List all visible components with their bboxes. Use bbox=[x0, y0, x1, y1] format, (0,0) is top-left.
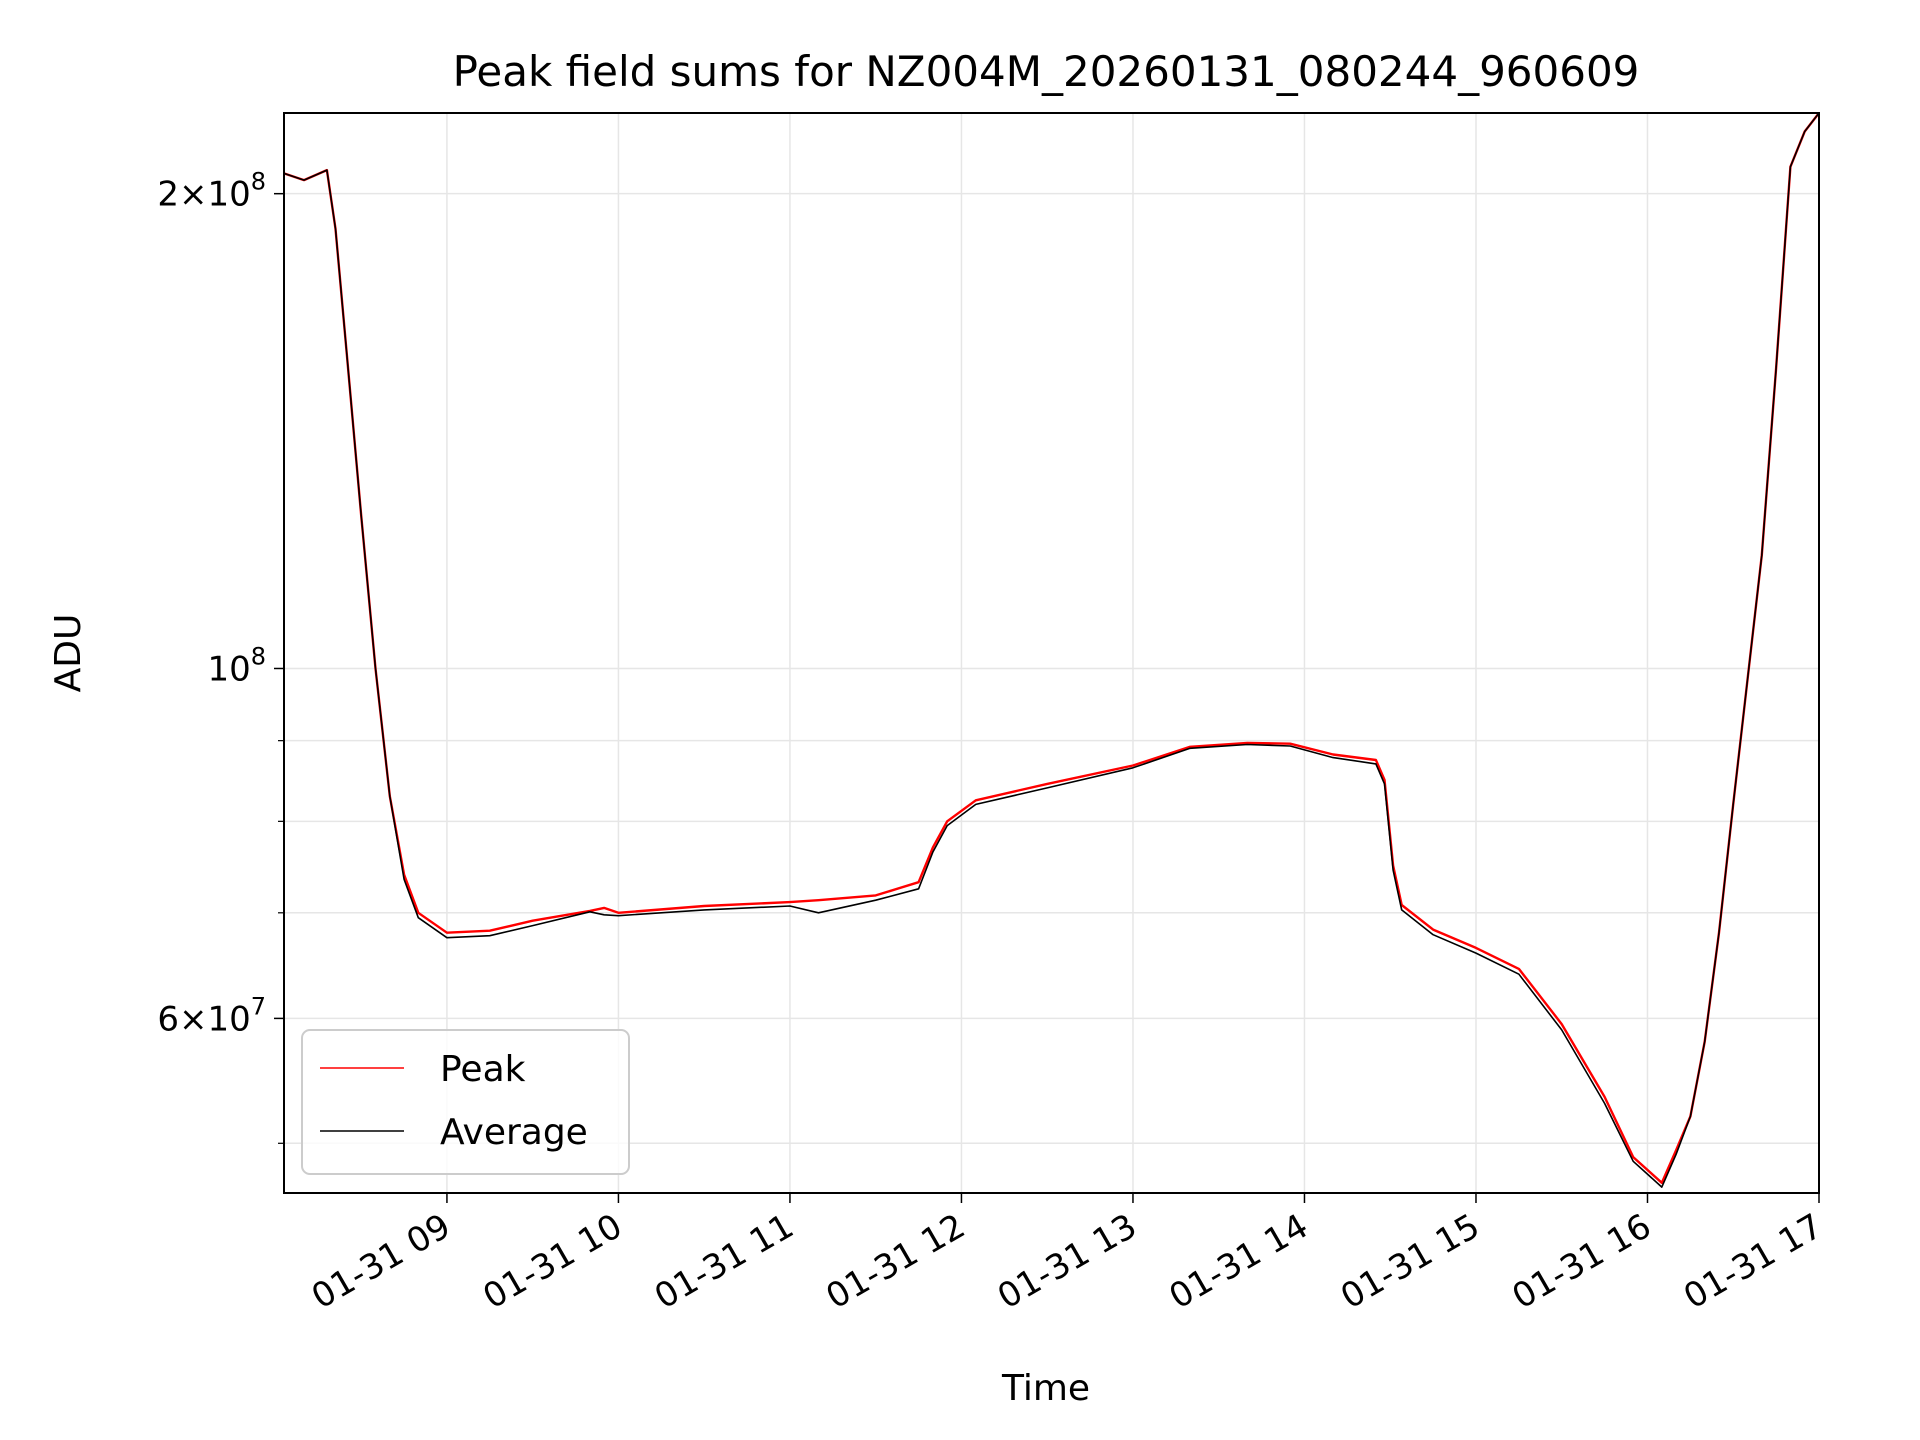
series-line-average bbox=[283, 112, 1820, 1188]
chart-title: Peak field sums for NZ004M_20260131_0802… bbox=[453, 47, 1640, 96]
legend-box bbox=[301, 1029, 630, 1175]
y-tick-label: 108 bbox=[207, 642, 266, 689]
y-axis-label: ADU bbox=[48, 614, 89, 693]
series-lines bbox=[283, 112, 1820, 1188]
legend: Peak Average bbox=[301, 1029, 630, 1175]
y-axis: 6×107 108 2×108 bbox=[157, 168, 284, 1144]
y-tick-label: 2×108 bbox=[157, 168, 266, 215]
plot-frame bbox=[283, 112, 1820, 1194]
legend-label-peak: Peak bbox=[440, 1049, 526, 1090]
y-tick-label: 6×107 bbox=[157, 992, 266, 1039]
legend-label-average: Average bbox=[440, 1112, 588, 1153]
x-axis-label: Time bbox=[1001, 1368, 1090, 1409]
